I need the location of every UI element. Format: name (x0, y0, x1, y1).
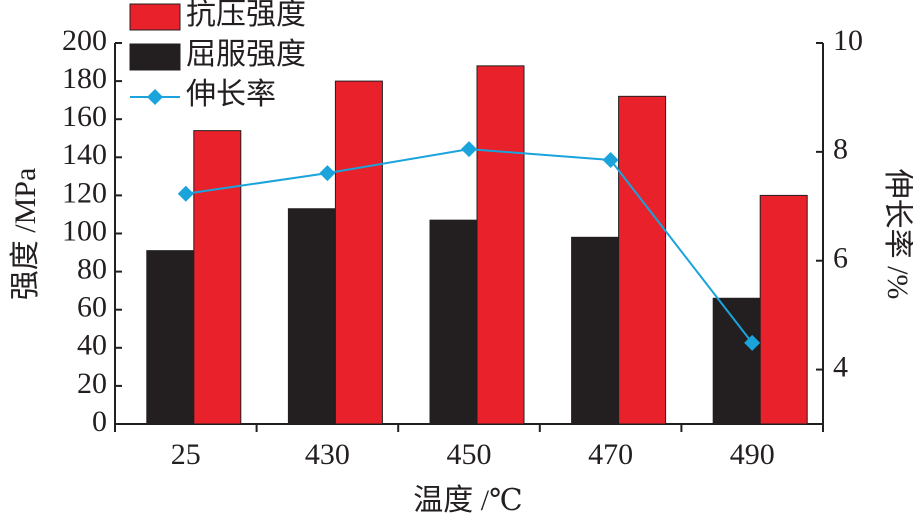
x-tick-label: 470 (588, 438, 633, 471)
y-tick-label: 140 (62, 138, 107, 171)
y2-tick-label: 8 (833, 133, 848, 166)
legend-label: 伸长率 (186, 78, 276, 111)
x-tick-label: 430 (305, 438, 350, 471)
y-tick-label: 160 (62, 100, 107, 133)
bar (759, 194, 808, 425)
x-tick-label: 490 (730, 438, 775, 471)
legend-label: 抗压强度 (186, 0, 306, 31)
marker (602, 152, 619, 169)
marker (461, 141, 477, 158)
y2-axis-label: 伸长率 /% (881, 169, 913, 300)
y-tick-label: 20 (77, 367, 107, 400)
legend-label: 屈服强度 (186, 38, 306, 71)
bar (193, 130, 242, 425)
y-tick-label: 0 (92, 405, 107, 438)
legend-swatch (129, 43, 181, 71)
bar (712, 297, 761, 425)
y-tick-label: 60 (77, 291, 107, 324)
bar (287, 208, 336, 425)
x-tick-label: 450 (447, 438, 492, 471)
y-tick-label: 120 (62, 176, 107, 209)
marker (319, 165, 336, 182)
legend-swatch (129, 3, 181, 31)
y-tick-label: 40 (77, 329, 107, 362)
marker (744, 334, 761, 351)
y-tick-label: 100 (62, 214, 107, 247)
bar (146, 250, 195, 425)
y2-tick-label: 6 (833, 242, 848, 275)
bar (618, 95, 667, 425)
bar (334, 80, 383, 425)
bar (476, 65, 525, 425)
marker (177, 185, 194, 202)
y-tick-label: 180 (62, 62, 107, 95)
y2-tick-label: 4 (833, 350, 848, 383)
bar (429, 219, 478, 425)
y-tick-label: 80 (77, 252, 107, 285)
y-tick-label: 200 (62, 24, 107, 57)
x-tick-label: 25 (171, 438, 201, 471)
y-axis-label: 强度 /MPa (9, 168, 42, 301)
y2-tick-label: 10 (833, 24, 863, 57)
x-axis-label: 温度 /℃ (413, 484, 522, 517)
legend-marker (147, 89, 163, 105)
bar (571, 236, 620, 425)
